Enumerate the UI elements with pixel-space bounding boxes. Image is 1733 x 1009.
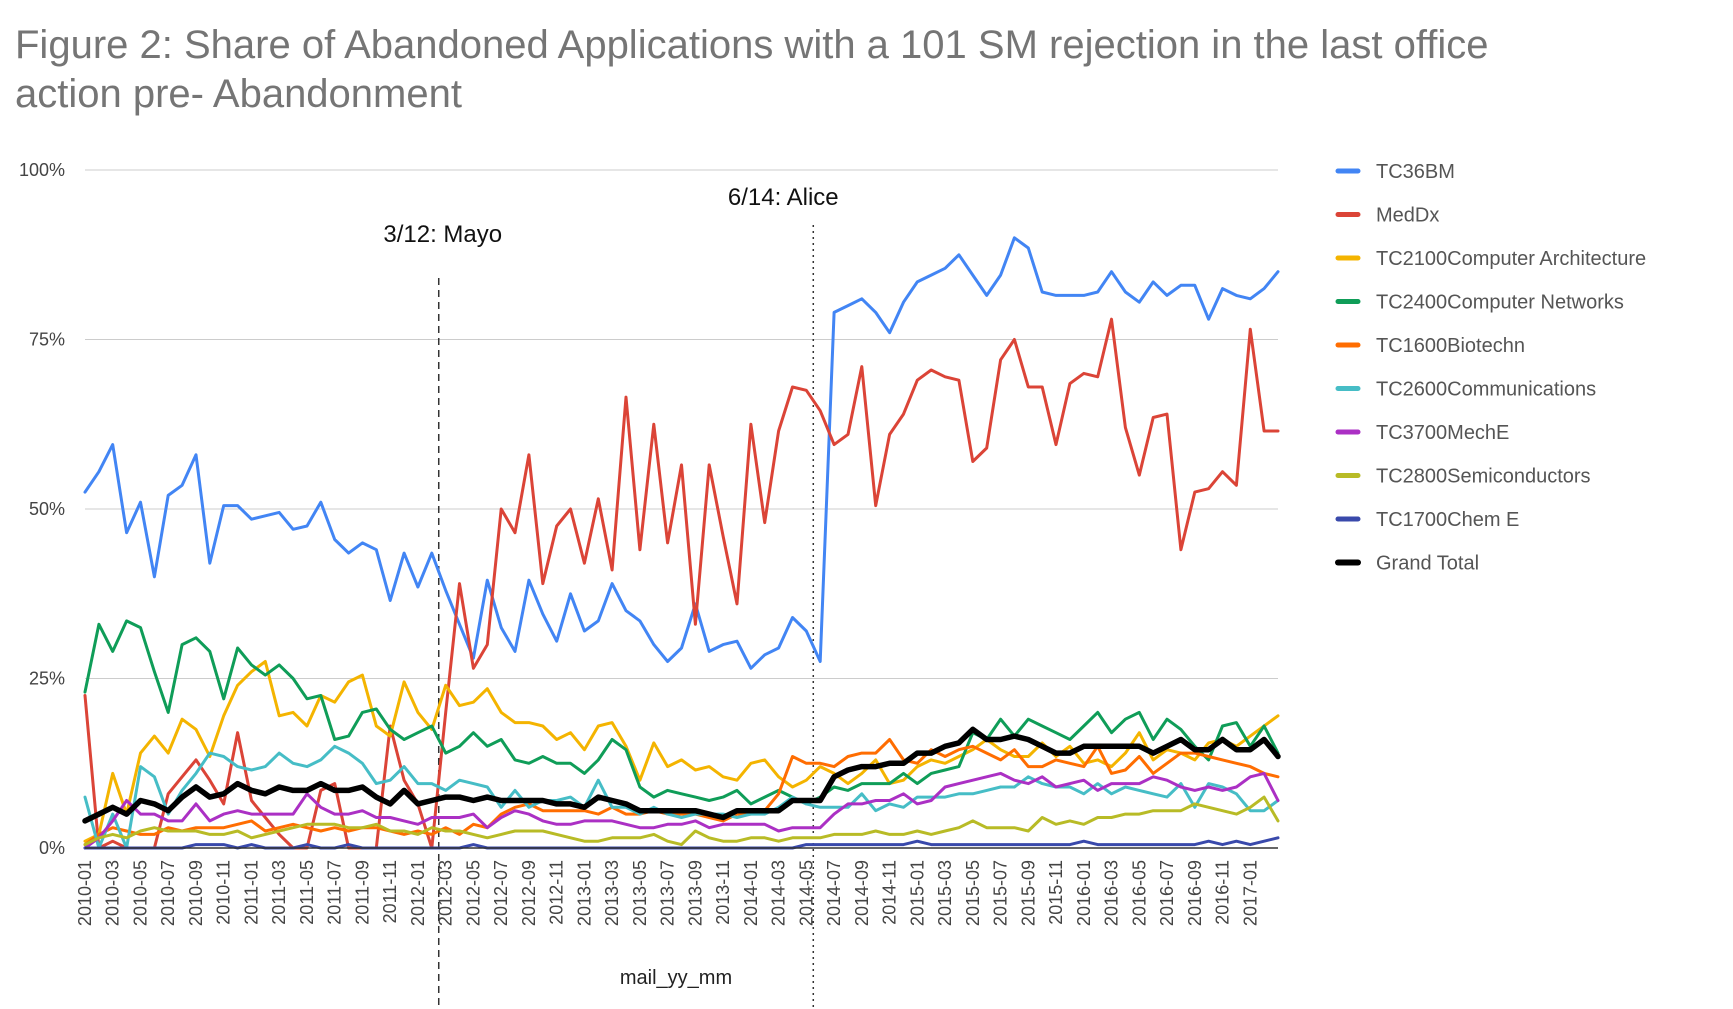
x-tick-label: 2012-11	[547, 860, 567, 925]
x-tick-label: 2013-07	[658, 860, 678, 926]
x-tick-label: 2015-09	[1018, 860, 1038, 926]
x-tick-label: 2013-03	[602, 860, 622, 926]
x-tick-label: 2017-01	[1240, 860, 1260, 926]
series-line-1	[85, 319, 1278, 848]
legend-label: MedDx	[1376, 205, 1439, 227]
x-tick-label: 2010-01	[75, 860, 95, 926]
x-tick-label: 2010-03	[103, 860, 123, 926]
legend: TC36BM MedDx TC2100Computer Architecture TC…	[1338, 161, 1646, 575]
x-tick-label: 2014-09	[852, 860, 872, 926]
x-tick-label: 2011-09	[352, 860, 372, 925]
x-tick-label: 2016-11	[1213, 860, 1233, 925]
legend-label: TC1700Chem E	[1376, 509, 1519, 531]
x-tick-label: 2016-07	[1157, 860, 1177, 926]
x-tick-label: 2013-11	[713, 860, 733, 925]
legend-label: Grand Total	[1376, 553, 1479, 575]
y-tick-label: 25%	[29, 669, 65, 689]
x-tick-label: 2011-07	[325, 860, 345, 925]
chart-title-line-2: action pre- Abandonment	[15, 72, 462, 116]
chart-title-line-1: Figure 2: Share of Abandoned Application…	[15, 23, 1489, 67]
x-tick-label: 2013-05	[630, 860, 650, 926]
x-tick-label: 2012-01	[408, 860, 428, 926]
x-tick-label: 2015-05	[963, 860, 983, 926]
x-tick-label: 2010-09	[186, 860, 206, 926]
x-tick-label: 2015-01	[907, 860, 927, 926]
series-line-7	[85, 797, 1278, 845]
y-tick-label: 100%	[19, 160, 65, 180]
x-axis-label: mail_yy_mm	[620, 967, 732, 989]
annotation-label: 3/12: Mayo	[383, 221, 502, 248]
legend-label: TC3700MechE	[1376, 422, 1509, 444]
x-tick-label: 2012-03	[436, 860, 456, 926]
x-tick-label: 2016-01	[1074, 860, 1094, 926]
y-tick-label: 75%	[29, 330, 65, 350]
legend-label: TC2400Computer Networks	[1376, 292, 1624, 314]
x-tick-label: 2016-09	[1185, 860, 1205, 926]
x-tick-label: 2010-11	[214, 860, 234, 925]
x-tick-label: 2015-03	[935, 860, 955, 926]
x-tick-label: 2013-09	[685, 860, 705, 926]
x-tick-label: 2016-03	[1102, 860, 1122, 926]
legend-label: TC36BM	[1376, 161, 1455, 183]
x-tick-label: 2012-05	[463, 860, 483, 926]
x-tick-label: 2015-07	[991, 860, 1011, 926]
x-tick-label: 2014-07	[824, 860, 844, 926]
x-tick-label: 2014-03	[769, 860, 789, 926]
x-tick-label: 2011-03	[269, 860, 289, 925]
x-tick-label: 2012-07	[491, 860, 511, 926]
x-tick-label: 2014-11	[880, 860, 900, 925]
axes: 2010-01 2010-03 2010-05 2010-07 2010-09 2010-…	[75, 848, 1278, 926]
legend-label: TC2600Communications	[1376, 379, 1596, 401]
x-tick-label: 2015-11	[1046, 860, 1066, 925]
series-line-0	[85, 238, 1278, 669]
series-line-9	[85, 729, 1278, 821]
x-tick-label: 2011-01	[242, 860, 262, 925]
y-tick-label: 50%	[29, 499, 65, 519]
chart-root: Figure 2: Share of Abandoned Application…	[0, 0, 1733, 1009]
x-tick-label: 2016-05	[1129, 860, 1149, 926]
x-tick-label: 2014-05	[796, 860, 816, 926]
legend-label: TC1600Biotechn	[1376, 335, 1525, 357]
x-tick-label: 2014-01	[741, 860, 761, 926]
x-tick-label: 2010-05	[131, 860, 151, 926]
series-lines	[85, 238, 1278, 848]
x-tick-label: 2010-07	[158, 860, 178, 926]
x-tick-label: 2011-11	[380, 860, 400, 923]
legend-label: TC2100Computer Architecture	[1376, 248, 1646, 270]
x-tick-label: 2013-01	[574, 860, 594, 926]
x-tick-label: 2012-09	[519, 860, 539, 926]
line-chart: Figure 2: Share of Abandoned Application…	[0, 0, 1733, 1009]
x-tick-label: 2011-05	[297, 860, 317, 925]
y-tick-label: 0%	[39, 838, 65, 858]
legend-label: TC2800Semiconductors	[1376, 466, 1591, 488]
annotation-label: 6/14: Alice	[728, 184, 839, 211]
